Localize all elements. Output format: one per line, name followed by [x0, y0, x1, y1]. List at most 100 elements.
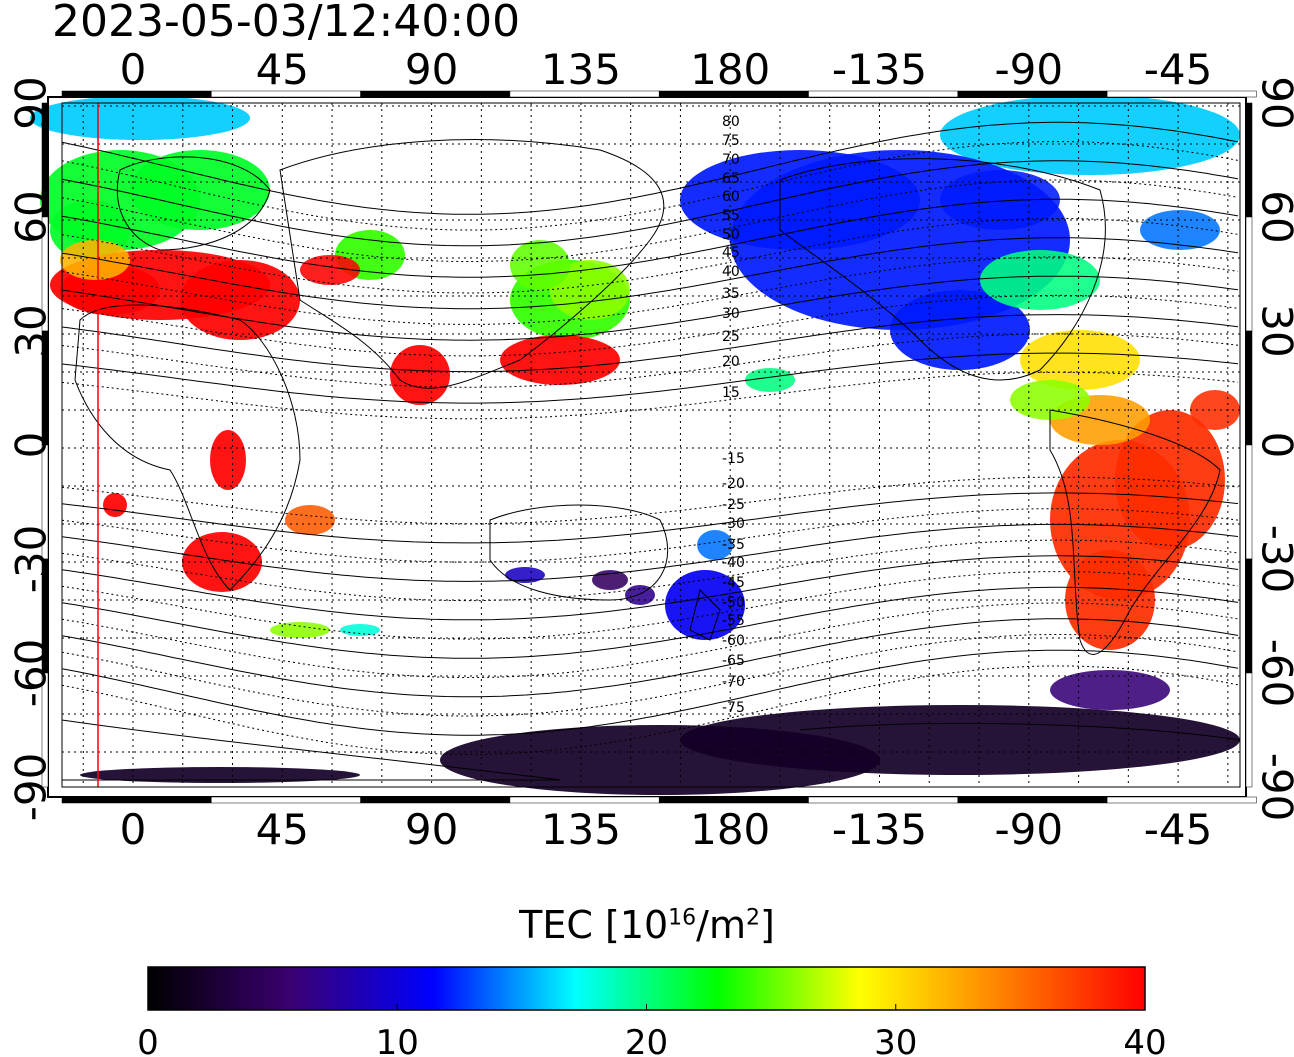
- tec-blob: [285, 505, 335, 535]
- tec-blob: [680, 705, 1240, 775]
- contour-label: -60: [722, 633, 745, 649]
- tec-region-arctic-atlantic: [30, 95, 1240, 175]
- coastline: [779, 158, 1106, 381]
- tec-blob: [1065, 550, 1155, 650]
- tec-blob: [1140, 210, 1220, 250]
- contour-line: [61, 649, 1239, 736]
- colorbar-title: TEC [1016/m2]: [0, 903, 1294, 947]
- top-lon-tick-label: 180: [690, 45, 770, 94]
- contour-line: [61, 634, 1239, 717]
- contour-line: [61, 275, 1239, 341]
- contour-label: -70: [722, 674, 745, 690]
- contour-label: -45: [722, 575, 745, 591]
- tec-blob: [1020, 330, 1140, 390]
- tec-blob: [60, 240, 130, 280]
- right-lat-tick-label: 60: [1253, 190, 1294, 243]
- coastline: [74, 304, 301, 591]
- contour-label: -30: [722, 516, 745, 532]
- contour-line: [61, 371, 1239, 420]
- tec-region-new-zealand: [665, 570, 745, 640]
- left-lat-tick-label: 30: [7, 304, 56, 357]
- contour-line: [61, 237, 1239, 310]
- bottom-lon-tick-label: 180: [690, 805, 770, 854]
- contour-line: [61, 294, 1239, 357]
- coastline: [1049, 409, 1221, 655]
- contour-label: -35: [722, 537, 745, 553]
- left-lat-tick-label: 90: [7, 76, 56, 129]
- bottom-lon-tick-label: 45: [256, 805, 309, 854]
- tec-blob: [940, 95, 1240, 175]
- colorbar-tick-label: 10: [376, 1023, 419, 1057]
- axis-bars: [41, 90, 1257, 804]
- top-lon-tick-label: 0: [120, 45, 147, 94]
- tec-blob: [300, 255, 360, 285]
- bottom-lon-tick-label: 0: [120, 805, 147, 854]
- left-lat-tick-label: -60: [7, 639, 56, 708]
- contour-label: 60: [722, 189, 740, 205]
- tec-blob: [390, 345, 450, 405]
- tec-blob: [210, 430, 246, 490]
- lat-lon-grid: [62, 103, 1240, 787]
- top-lon-tick-label: 90: [405, 45, 458, 94]
- right-lat-tick-label: -90: [1253, 753, 1294, 822]
- contour-line: [61, 508, 1239, 563]
- contour-label: 50: [722, 227, 740, 243]
- left-lat-tick-label: -30: [7, 525, 56, 594]
- contour-label: 30: [722, 306, 740, 322]
- tec-blob: [940, 170, 1060, 230]
- coastline-outlines: [61, 139, 1241, 781]
- colorbar-tick-label: 40: [1123, 1023, 1166, 1057]
- tec-blob: [980, 250, 1100, 310]
- coastline: [116, 156, 271, 251]
- tec-blob: [665, 570, 745, 640]
- contour-label: 45: [722, 245, 740, 261]
- contour-line: [61, 352, 1239, 404]
- tec-blob: [592, 570, 628, 590]
- bottom-lon-tick-label: -45: [1144, 805, 1213, 854]
- coastline: [61, 719, 561, 781]
- right-lat-tick-label: 0: [1253, 432, 1294, 459]
- colorbar: [147, 966, 1146, 1011]
- tec-blob: [510, 240, 570, 290]
- top-lon-tick-label: -90: [994, 45, 1063, 94]
- contour-line: [61, 314, 1239, 373]
- tec-region-europe: [40, 150, 270, 260]
- contour-line: [61, 602, 1239, 678]
- tec-blob: [550, 260, 630, 320]
- magnetic-latitude-contours: [61, 121, 1239, 755]
- contour-label: -65: [722, 653, 745, 669]
- tec-blob: [697, 530, 733, 560]
- tec-blob: [505, 567, 545, 583]
- bottom-lon-tick-label: 90: [405, 805, 458, 854]
- tec-blob: [30, 96, 250, 140]
- contour-label: -75: [722, 700, 745, 716]
- contour-line: [61, 121, 1239, 215]
- contour-label: 80: [722, 114, 740, 130]
- axis-tick-labels: 0 45 90 135 180 -135 -90 -450 45 90 135 180 -135 -90-…: [7, 45, 1294, 854]
- coastline: [689, 589, 721, 641]
- contour-line: [61, 523, 1239, 582]
- colorbar-tick-label: 0: [137, 1023, 159, 1057]
- right-lat-tick-label: 30: [1253, 304, 1294, 357]
- tec-blob: [500, 335, 620, 385]
- contour-line: [61, 333, 1239, 388]
- contour-label-group: 80 75 70 65 60 55 50 45 40 35 30 25 20 15 -15 -20 -25 -30…: [722, 114, 745, 716]
- colorbar-tick-label: 20: [625, 1023, 668, 1057]
- contour-line: [61, 218, 1239, 294]
- inner-frame: [61, 102, 1241, 788]
- contour-label: 15: [722, 385, 740, 401]
- tec-region-antarctica: [80, 705, 1240, 795]
- contour-label: -50: [722, 595, 745, 611]
- map-timestamp-title: 2023-05-03/12:40:00: [52, 0, 521, 47]
- contour-label: 75: [722, 133, 740, 149]
- tec-blob: [680, 150, 920, 250]
- left-lat-tick-label: -90: [7, 753, 56, 822]
- tec-blob: [270, 622, 330, 638]
- contour-label: 40: [722, 264, 740, 280]
- bottom-lon-tick-label: -90: [994, 805, 1063, 854]
- contour-label: -20: [722, 476, 745, 492]
- contour-label: 70: [722, 152, 740, 168]
- contour-label: -40: [722, 555, 745, 571]
- colorbar-title-prefix: TEC [10: [519, 903, 669, 947]
